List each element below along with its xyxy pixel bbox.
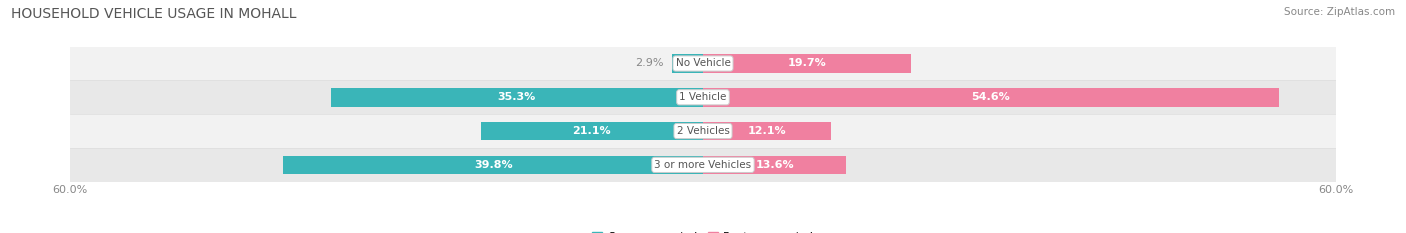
Text: No Vehicle: No Vehicle — [675, 58, 731, 69]
Text: HOUSEHOLD VEHICLE USAGE IN MOHALL: HOUSEHOLD VEHICLE USAGE IN MOHALL — [11, 7, 297, 21]
Text: 3 or more Vehicles: 3 or more Vehicles — [654, 160, 752, 170]
Bar — [70, 148, 1336, 182]
Text: 2.9%: 2.9% — [636, 58, 664, 69]
Bar — [703, 122, 831, 140]
Text: 39.8%: 39.8% — [474, 160, 512, 170]
Text: 2 Vehicles: 2 Vehicles — [676, 126, 730, 136]
Bar — [481, 122, 703, 140]
Text: 35.3%: 35.3% — [498, 92, 536, 102]
Bar — [703, 156, 846, 174]
Text: 19.7%: 19.7% — [787, 58, 827, 69]
Text: 21.1%: 21.1% — [572, 126, 612, 136]
Bar — [284, 156, 703, 174]
Bar — [70, 80, 1336, 114]
Text: 54.6%: 54.6% — [972, 92, 1011, 102]
Legend: Owner-occupied, Renter-occupied: Owner-occupied, Renter-occupied — [588, 227, 818, 233]
Bar — [330, 88, 703, 106]
Bar — [703, 54, 911, 73]
Bar — [703, 88, 1279, 106]
Text: 1 Vehicle: 1 Vehicle — [679, 92, 727, 102]
Text: 12.1%: 12.1% — [748, 126, 786, 136]
Text: 13.6%: 13.6% — [755, 160, 794, 170]
Bar — [70, 47, 1336, 80]
Bar — [672, 54, 703, 73]
Text: Source: ZipAtlas.com: Source: ZipAtlas.com — [1284, 7, 1395, 17]
Bar — [70, 114, 1336, 148]
